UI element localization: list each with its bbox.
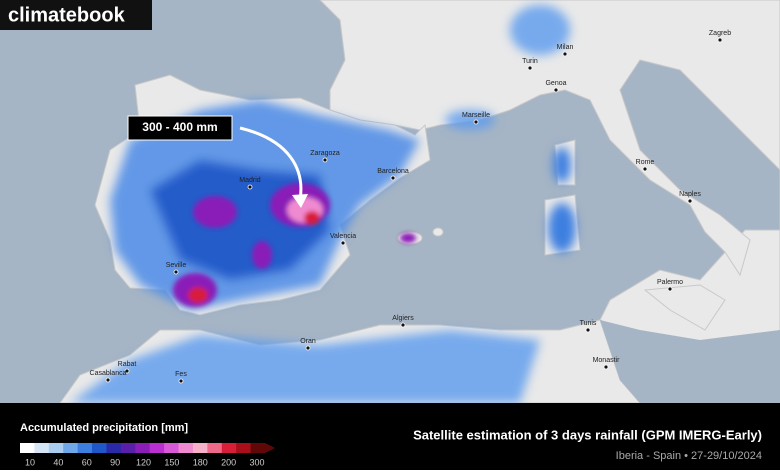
- city-dot: [642, 166, 648, 172]
- subtitle: Iberia - Spain • 27-29/10/2024: [616, 450, 762, 462]
- city-label: Milan: [557, 44, 574, 51]
- city-dot: [585, 327, 591, 333]
- city-label: Madrid: [239, 177, 261, 184]
- city-dot: [247, 184, 253, 190]
- city-dot: [687, 198, 693, 204]
- colorbar-tick-label: 60: [82, 457, 92, 467]
- city-label: Monastir: [593, 357, 621, 364]
- city-label: Rabat: [118, 361, 137, 368]
- annotation-box: [127, 115, 233, 141]
- city-dot: [305, 345, 311, 351]
- title: Satellite estimation of 3 days rainfall …: [413, 427, 762, 442]
- colorbar-swatch: [221, 443, 237, 453]
- arrow: [239, 126, 303, 201]
- colorbar-tick-label: 10: [25, 457, 35, 467]
- colorbar-swatch: [192, 443, 208, 453]
- city-label: Rome: [636, 159, 655, 166]
- city-label: Casablanca: [90, 370, 127, 377]
- city-label: Valencia: [330, 233, 356, 240]
- city-dot: [390, 175, 396, 181]
- colorbar-swatch: [20, 443, 35, 453]
- colorbar-swatch: [207, 443, 223, 453]
- city-label: Zaragoza: [310, 150, 340, 157]
- arrow-head: [292, 194, 308, 208]
- logo: climatebook: [8, 4, 126, 26]
- colorbar-swatch: [250, 443, 266, 453]
- city-label: Genoa: [545, 80, 566, 87]
- legend-title: Accumulated precipitation [mm]: [20, 422, 188, 434]
- city-dot: [178, 378, 184, 384]
- colorbar-tick-label: 200: [221, 457, 236, 467]
- city-dot: [553, 87, 559, 93]
- colorbar-tick-label: 300: [249, 457, 264, 467]
- colorbar-swatch: [120, 443, 136, 453]
- colorbar-swatch: [34, 443, 50, 453]
- colorbar: 10 40 60 90 120 150 180 200 300: [20, 443, 275, 467]
- city-dot: [105, 377, 111, 383]
- colorbar-tick-label: 120: [136, 457, 151, 467]
- city-dot: [340, 240, 346, 246]
- colorbar-tick-label: 40: [53, 457, 63, 467]
- city-labels: Madrid Zaragoza Barcelona Valencia Seville Ma…: [90, 30, 731, 384]
- city-label: Fes: [175, 371, 187, 378]
- city-dot: [667, 286, 673, 292]
- city-dot: [603, 364, 609, 370]
- colorbar-tick-label: 90: [110, 457, 120, 467]
- city-label: Oran: [300, 338, 316, 345]
- city-label: Naples: [679, 191, 701, 198]
- footer: [0, 403, 780, 470]
- city-dot: [400, 322, 406, 328]
- city-label: Barcelona: [377, 168, 409, 175]
- colorbar-end: [265, 443, 275, 453]
- city-dot: [473, 119, 479, 125]
- city-dot: [562, 51, 568, 57]
- colorbar-tick-label: 180: [193, 457, 208, 467]
- city-dot: [717, 37, 723, 43]
- colorbar-swatch: [149, 443, 165, 453]
- colorbar-swatch: [106, 443, 122, 453]
- colorbar-swatch: [63, 443, 79, 453]
- city-label: Tunis: [580, 320, 597, 327]
- logo-box: [0, 0, 152, 30]
- city-dot: [124, 368, 130, 374]
- colorbar-swatch: [92, 443, 107, 453]
- rain-field: [70, 5, 576, 403]
- city-label: Seville: [166, 262, 187, 269]
- colorbar-swatch: [236, 443, 252, 453]
- colorbar-swatch: [48, 443, 64, 453]
- sea: [600, 320, 780, 403]
- colorbar-tick-label: 150: [164, 457, 179, 467]
- city-dot: [322, 157, 328, 163]
- annotation: 300 - 400 mm: [142, 120, 217, 134]
- city-label: Algiers: [392, 315, 414, 322]
- city-label: Marseille: [462, 112, 490, 119]
- city-label: Zagreb: [709, 30, 731, 37]
- city-dot: [173, 269, 179, 275]
- colorbar-swatch: [164, 443, 180, 453]
- colorbar-swatch: [135, 443, 151, 453]
- city-label: Palermo: [657, 279, 683, 286]
- city-label: Turin: [522, 58, 538, 65]
- colorbar-swatch: [77, 443, 93, 453]
- colorbar-swatch: [178, 443, 194, 453]
- city-dot: [527, 65, 533, 71]
